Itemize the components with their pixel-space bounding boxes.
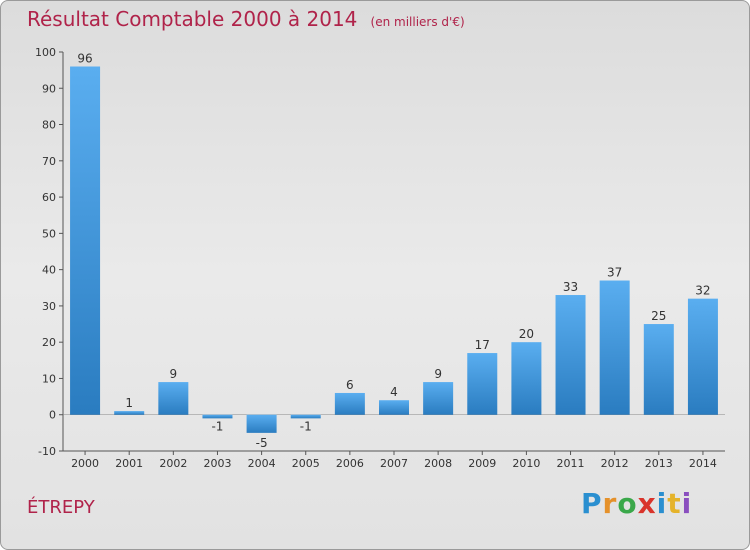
- data-label-2008: 9: [434, 367, 442, 381]
- data-label-2001: 1: [125, 396, 133, 410]
- x-tick-label-2008: 2008: [424, 457, 452, 470]
- data-label-2007: 4: [390, 385, 398, 399]
- commune-name: ÉTREPY: [27, 497, 95, 518]
- x-tick-label-2000: 2000: [71, 457, 99, 470]
- x-tick-label-2011: 2011: [557, 457, 585, 470]
- y-tick-label: 50: [42, 227, 56, 240]
- x-tick-label-2009: 2009: [468, 457, 496, 470]
- chart-unit: (en milliers d'€): [370, 15, 465, 29]
- y-tick-label: 70: [42, 155, 56, 168]
- x-tick-label-2012: 2012: [601, 457, 629, 470]
- data-label-2006: 6: [346, 378, 354, 392]
- bar-2010: [511, 342, 542, 415]
- data-label-2014: 32: [695, 284, 710, 298]
- bar-2003: [202, 414, 233, 419]
- bar-2002: [158, 382, 189, 415]
- x-tick-label-2013: 2013: [645, 457, 673, 470]
- data-label-2004: -5: [256, 436, 268, 450]
- data-label-2010: 20: [519, 327, 534, 341]
- bar-2011: [555, 295, 586, 415]
- bar-2013: [643, 324, 674, 415]
- y-tick-label: 10: [42, 372, 56, 385]
- x-tick-label-2001: 2001: [115, 457, 143, 470]
- y-tick-label: 40: [42, 264, 56, 277]
- bar-2004: [246, 414, 277, 433]
- data-label-2013: 25: [651, 309, 666, 323]
- data-label-2002: 9: [170, 367, 178, 381]
- data-label-2009: 17: [475, 338, 490, 352]
- bar-2001: [114, 411, 145, 415]
- chart-title: Résultat Comptable 2000 à 2014: [27, 7, 358, 31]
- y-tick-label: 80: [42, 119, 56, 132]
- bar-2006: [334, 392, 365, 415]
- bar-2008: [423, 382, 454, 415]
- x-tick-label-2014: 2014: [689, 457, 717, 470]
- y-tick-label: 60: [42, 191, 56, 204]
- data-label-2012: 37: [607, 266, 622, 280]
- bar-2007: [379, 400, 409, 415]
- data-label-2003: -1: [211, 420, 223, 434]
- x-tick-label-2003: 2003: [203, 457, 231, 470]
- bar-2014: [687, 298, 718, 415]
- bar-2012: [599, 280, 630, 415]
- y-tick-label: 100: [35, 46, 56, 59]
- x-tick-label-2002: 2002: [159, 457, 187, 470]
- proxiti-logo: Proxiti: [581, 487, 693, 520]
- data-label-2005: -1: [300, 420, 312, 434]
- x-tick-label-2004: 2004: [248, 457, 276, 470]
- x-tick-label-2006: 2006: [336, 457, 364, 470]
- y-tick-label: 30: [42, 300, 56, 313]
- data-label-2011: 33: [563, 280, 578, 294]
- bar-2005: [290, 414, 321, 419]
- bar-2009: [467, 353, 498, 415]
- x-tick-label-2005: 2005: [292, 457, 320, 470]
- y-tick-label: 90: [42, 82, 56, 95]
- x-tick-label-2007: 2007: [380, 457, 408, 470]
- y-tick-label: -10: [38, 445, 56, 458]
- y-tick-label: 20: [42, 336, 56, 349]
- x-tick-label-2010: 2010: [512, 457, 540, 470]
- chart-title-block: Résultat Comptable 2000 à 2014 (en milli…: [27, 7, 465, 31]
- bar-2000: [70, 66, 101, 415]
- y-tick-label: 0: [49, 409, 56, 422]
- data-label-2000: 96: [77, 52, 92, 66]
